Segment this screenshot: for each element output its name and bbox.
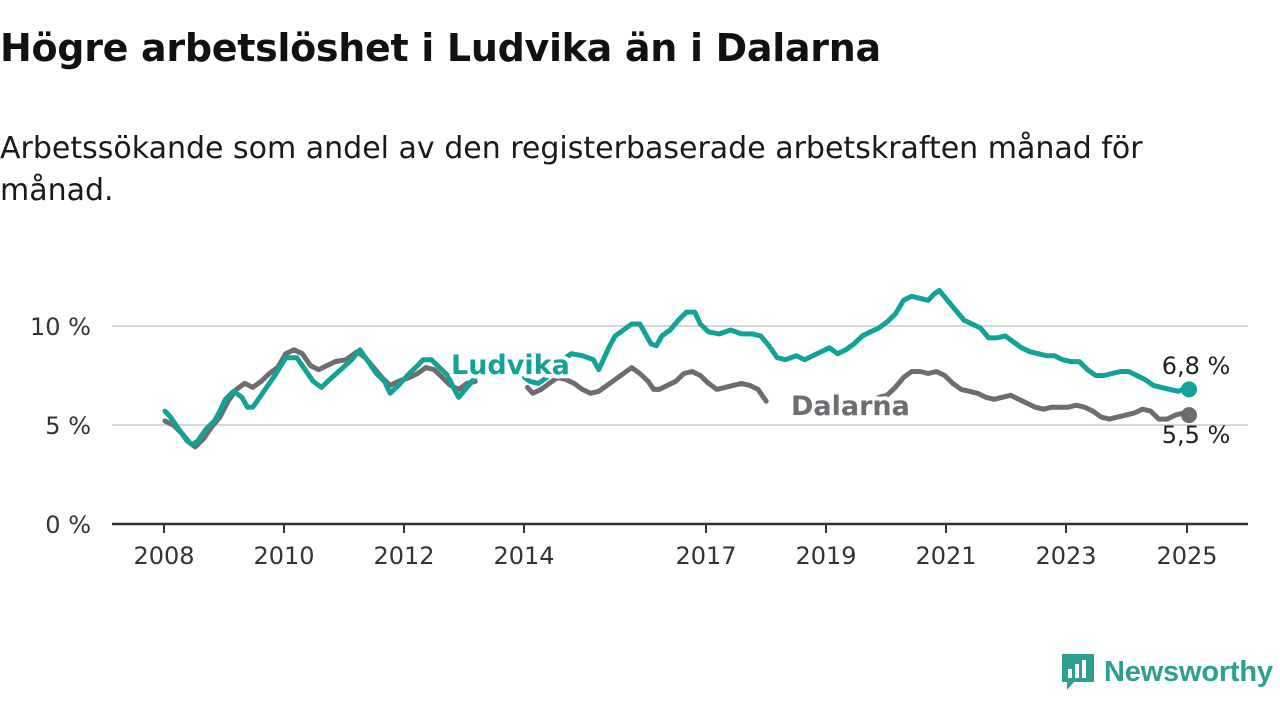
dalarna-line	[876, 369, 1192, 422]
x-tick-label: 2014	[493, 542, 554, 570]
x-tick-label: 2017	[675, 542, 736, 570]
newsworthy-logo: Newsworthy	[1060, 652, 1273, 692]
x-tick-label: 2010	[253, 542, 314, 570]
dalarna-end-point	[1181, 407, 1197, 424]
dalarna-label: Dalarna	[791, 391, 910, 422]
ludvika-label-halo: Ludvika	[451, 350, 570, 381]
ludvika-line	[522, 287, 1192, 394]
x-tick-label: 2021	[915, 542, 976, 570]
x-tick-label: 2012	[373, 542, 434, 570]
y-tick-label: 0 %	[45, 511, 91, 539]
chart-subtitle: Arbetssökande som andel av den registerb…	[0, 131, 1143, 208]
newsworthy-icon	[1062, 654, 1094, 690]
x-tick-label: 2019	[795, 542, 856, 570]
dalarna-line	[524, 365, 769, 404]
y-tick-label: 10 %	[30, 313, 91, 341]
x-tick-label: 2008	[133, 542, 194, 570]
x-tick-label: 2025	[1156, 542, 1217, 570]
series-lines	[162, 287, 1197, 450]
dalarna-label-halo: Dalarna	[791, 391, 910, 422]
ludvika-end-value: 6,8 %	[1162, 352, 1231, 380]
chart-title: Högre arbetslöshet i Ludvika än i Dalarn…	[0, 26, 881, 70]
y-tick-label: 5 %	[45, 412, 91, 440]
ludvika-label: Ludvika	[451, 350, 570, 381]
ludvika-end-point	[1181, 381, 1197, 398]
x-tick-label: 2023	[1035, 542, 1096, 570]
dalarna-end-value: 5,5 %	[1162, 421, 1231, 449]
dalarna-line	[162, 347, 478, 450]
axes: 0 % 5 % 10 % 2008 2010 2012 2014 2017 2019 2021 20…	[30, 313, 1248, 570]
brand-name: Newsworthy	[1104, 655, 1273, 688]
ludvika-line	[162, 347, 478, 448]
gridlines	[112, 325, 1248, 426]
